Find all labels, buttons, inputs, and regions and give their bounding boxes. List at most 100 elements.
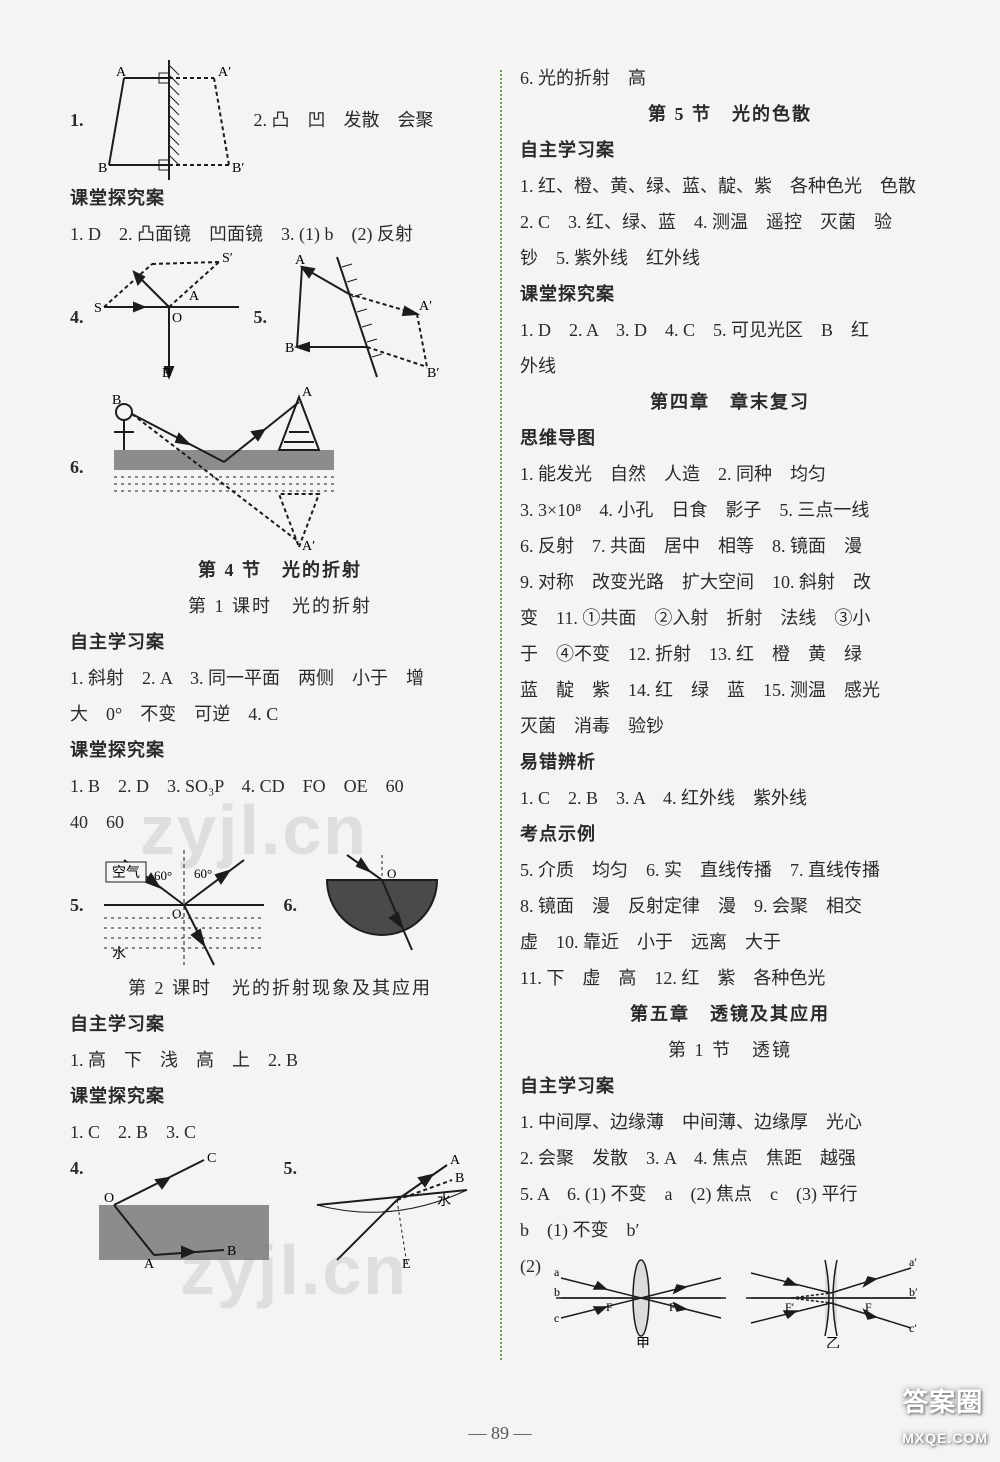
heading-classroom-3: 课堂探究案 [70, 1078, 490, 1114]
lbl-b5A: A [450, 1153, 461, 1168]
row-q1-q2: 1. [70, 60, 490, 180]
kt2-line-1: 1. B 2. D 3. SO₃P 4. CD FO OE 60 [70, 768, 490, 804]
kt2-line-2: 40 60 [70, 804, 490, 840]
heading-self-r1: 自主学习案 [520, 132, 940, 168]
lbl-O: O [172, 311, 182, 326]
row-q6: 6. [70, 382, 490, 552]
lbl-b5E: E [402, 1257, 411, 1270]
kd-l1: 5. 介质 均匀 6. 实 直线传播 7. 直线传播 [520, 852, 940, 888]
lr-bp: b′ [909, 1285, 918, 1299]
zz-line-2: 大 0° 不变 可逆 4. C [70, 696, 490, 732]
lr-cp: c′ [909, 1321, 917, 1335]
heading-sw: 思维导图 [520, 420, 940, 456]
heading-ch5-sec1: 第 1 节 透镜 [520, 1032, 940, 1068]
q1-label: 1. [70, 102, 84, 138]
ll-b: b [554, 1285, 560, 1299]
lr-yi: 乙 [826, 1336, 840, 1348]
lbl-bB: B [227, 1244, 236, 1259]
lbl-Ap2: A′ [419, 299, 432, 314]
lbl-B1: B [162, 366, 171, 381]
lbl-tAp: A′ [302, 539, 315, 552]
row-lens: (2) a b c F F 甲 [520, 1248, 940, 1348]
row-q4-q5: 4. S S′ O A B [70, 252, 490, 382]
heading-classroom-1: 课堂探究案 [70, 180, 490, 216]
lbl-air: 空气 [112, 865, 140, 881]
column-divider [500, 70, 502, 1360]
fig-bottom-4: O C A B [94, 1150, 274, 1270]
row-q4b-q5c: 4. O C A B 5. [70, 1150, 490, 1270]
right-column: 6. 光的折射 高 第 5 节 光的色散 自主学习案 1. 红、橙、黄、绿、蓝、… [520, 60, 940, 1348]
q5c-label: 5. [284, 1150, 298, 1186]
q6-label: 6. [70, 449, 84, 485]
zz3-l4: b (1) 不变 b′ [520, 1212, 940, 1248]
lbl-O3: O [387, 866, 396, 881]
kd-l4: 11. 下 虚 高 12. 红 紫 各种色光 [520, 960, 940, 996]
q5-label: 5. [254, 299, 268, 335]
fig-refraction-air-water: 空气 水 60° 60° O [94, 840, 274, 970]
heading-sec4-sub2: 第 2 课时 光的折射现象及其应用 [70, 970, 490, 1006]
lbl-60a: 60° [154, 868, 172, 883]
ll-a: a [554, 1265, 560, 1279]
kd-l2: 8. 镜面 漫 反射定律 漫 9. 会聚 相交 [520, 888, 940, 924]
r-zz-l1: 1. 红、橙、黄、绿、蓝、靛、紫 各种色光 色散 [520, 168, 940, 204]
kd-l3: 虚 10. 靠近 小于 远离 大于 [520, 924, 940, 960]
heading-classroom-r1: 课堂探究案 [520, 276, 940, 312]
q4-label: 4. [70, 299, 84, 335]
fig-ray-2: A A′ B B′ [277, 252, 447, 382]
lbl-bC: C [207, 1151, 216, 1166]
lbl-Bp: B′ [232, 161, 244, 176]
lbl-A2: A [295, 253, 306, 268]
lbl-water: 水 [112, 946, 126, 962]
heading-self-1: 自主学习案 [70, 624, 490, 660]
lr-Fp1: F′ [785, 1300, 795, 1314]
sw-l2: 3. 3×10⁸ 4. 小孔 日食 影子 5. 三点一线 [520, 492, 940, 528]
heading-classroom-2: 课堂探究案 [70, 732, 490, 768]
q4b-label: 4. [70, 1150, 84, 1186]
r-zz-l3: 钞 5. 紫外线 红外线 [520, 240, 940, 276]
fig-concave-lens: a′ b′ c′ F′ F 乙 [741, 1248, 921, 1348]
fig-semicircle: O [307, 850, 457, 960]
lbl-bA: A [144, 1257, 155, 1270]
kt-line-1: 1. D 2. 凸面镜 凹面镜 3. (1) b (2) 反射 [70, 216, 490, 252]
sw-l4: 9. 对称 改变光路 扩大空间 10. 斜射 改 [520, 564, 940, 600]
row-q5b-q6b: 5. 空气 水 [70, 840, 490, 970]
lr-F2: F [865, 1300, 872, 1314]
fig-convex-lens: a b c F F 甲 [551, 1248, 731, 1348]
zz3-l2: 2. 会聚 发散 3. A 4. 焦点 焦距 越强 [520, 1140, 940, 1176]
heading-ch5: 第五章 透镜及其应用 [520, 996, 940, 1032]
heading-kd: 考点示例 [520, 816, 940, 852]
heading-sec4: 第 4 节 光的折射 [70, 552, 490, 588]
lbl-b5B: B [455, 1171, 464, 1186]
zz3-l3: 5. A 6. (1) 不变 a (2) 焦点 c (3) 平行 [520, 1176, 940, 1212]
q2r-label: (2) [520, 1248, 541, 1284]
fig-mirror: A A′ B B′ [94, 60, 244, 180]
heading-sec4-sub1: 第 1 课时 光的折射 [70, 588, 490, 624]
heading-ch4: 第四章 章末复习 [520, 384, 940, 420]
lbl-bO: O [104, 1191, 114, 1206]
fig-ray-1: S S′ O A B [94, 252, 244, 382]
lbl-B2: B [285, 341, 294, 356]
sw-l7: 蓝 靛 紫 14. 红 绿 蓝 15. 测温 感光 [520, 672, 940, 708]
heading-yc: 易错辨析 [520, 744, 940, 780]
sw-l5: 变 11. ①共面 ②入射 折射 法线 ③小 [520, 600, 940, 636]
lbl-O2: O [172, 906, 181, 921]
fig-tower: A A′ B [94, 382, 354, 552]
lbl-tA: A [302, 385, 313, 400]
r-zz-l2: 2. C 3. 红、绿、蓝 4. 测温 遥控 灭菌 验 [520, 204, 940, 240]
sw-l3: 6. 反射 7. 共面 居中 相等 8. 镜面 漫 [520, 528, 940, 564]
page-number: — 89 — [0, 1423, 1000, 1444]
lbl-Ap: A′ [218, 65, 231, 80]
lbl-A1: A [189, 289, 200, 304]
lbl-Sp: S′ [222, 252, 233, 266]
lbl-60b: 60° [194, 866, 212, 881]
r-kt-l1: 1. D 2. A 3. D 4. C 5. 可见光区 B 红 [520, 312, 940, 348]
ll-jia: 甲 [636, 1337, 650, 1348]
badge-1: 答案圈 [902, 1387, 983, 1417]
r-top: 6. 光的折射 高 [520, 60, 940, 96]
zz2-line-1: 1. 高 下 浅 高 上 2. B [70, 1042, 490, 1078]
sw-l1: 1. 能发光 自然 人造 2. 同种 均匀 [520, 456, 940, 492]
sw-l6: 于 ④不变 12. 折射 13. 红 橙 黄 绿 [520, 636, 940, 672]
q6b-label: 6. [284, 887, 298, 923]
lbl-S: S [94, 301, 102, 316]
lbl-b5water: 水 [437, 1193, 451, 1209]
